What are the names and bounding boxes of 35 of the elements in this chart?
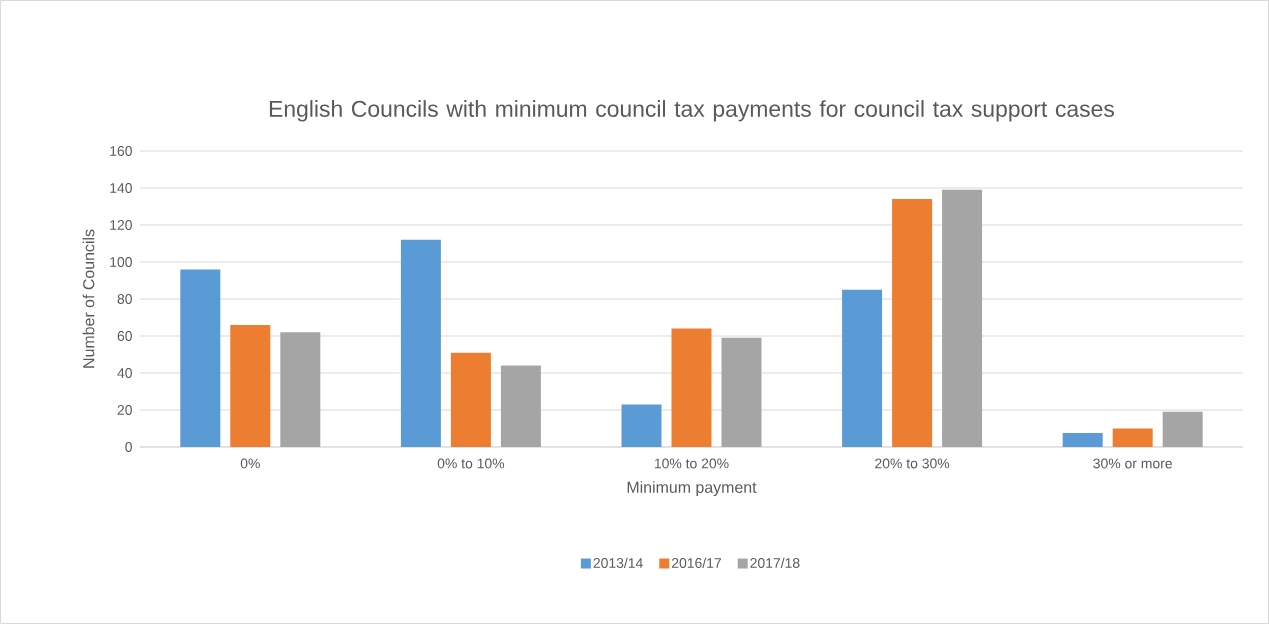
bar [942,189,983,447]
y-tick-label: 100 [110,257,132,267]
bar [842,289,883,447]
bar [280,332,321,447]
x-tick-label: 10% to 20% [654,458,729,469]
legend-label: 2016/17 [671,557,721,568]
chart-title: English Councils with minimum council tax payments for council tax support cases [269,100,1114,122]
x-tick-label: 20% to 30% [875,458,950,469]
legend-label: 2017/18 [750,557,800,568]
y-tick-label: 140 [110,183,132,193]
x-axis-title: Minimum payment [627,481,757,497]
x-tick-label: 0% to 10% [437,458,505,469]
bar [180,269,221,447]
bar [1112,428,1153,447]
bar [400,239,441,447]
bar [671,328,712,447]
bar [230,324,271,447]
y-axis-title: Number of Councils [82,229,95,368]
bar [500,365,541,447]
y-tick-label: 60 [117,331,132,341]
bar [450,352,491,447]
y-tick-label: 160 [110,146,132,156]
bar [1162,411,1203,447]
y-tick-label: 40 [117,368,132,378]
y-tick-label: 80 [117,294,132,304]
bar [892,199,933,447]
bar [721,337,762,447]
y-tick-label: 120 [110,220,132,230]
x-tick-label: 0% [240,458,260,469]
bar [1062,433,1103,447]
y-tick-label: 20 [117,405,132,415]
y-tick-label: 0 [125,442,132,452]
legend-label: 2013/14 [593,557,643,568]
bar [621,404,662,447]
x-tick-label: 30% or more [1093,458,1172,469]
